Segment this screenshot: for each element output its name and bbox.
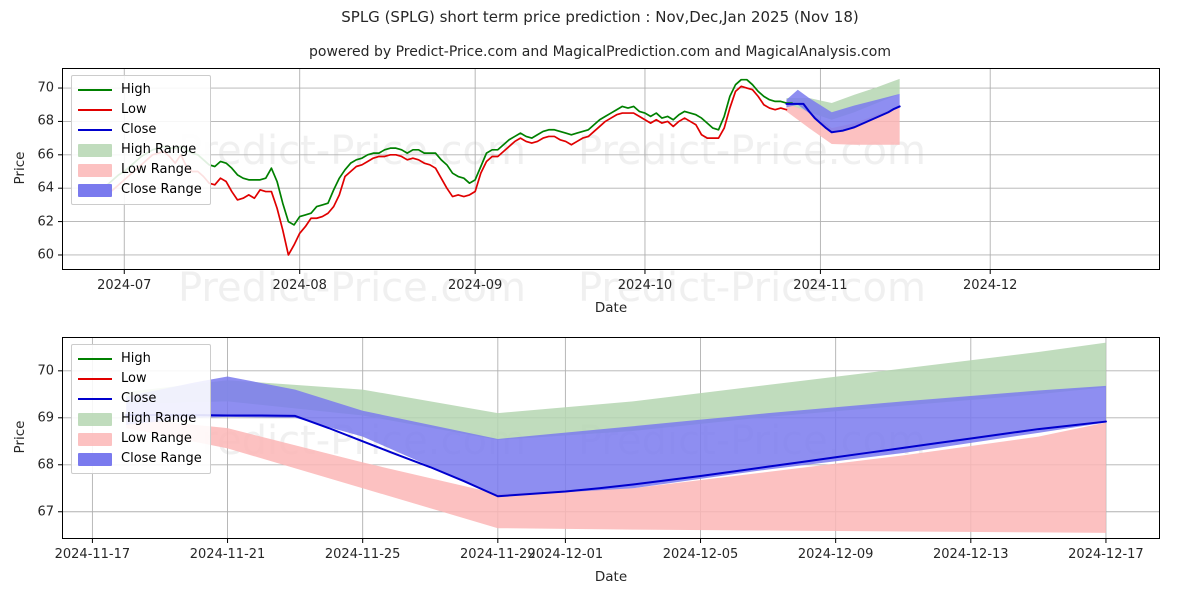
bottom-chart-line-close	[125, 413, 1107, 498]
legend-patch-swatch-icon	[78, 143, 112, 157]
legend-line-swatch-icon	[78, 89, 112, 91]
bottom-chart-legend: High Low Close High Range Low Range Close Ran…	[71, 344, 211, 474]
top-chart-legend-label: High Range	[121, 142, 197, 157]
top-chart-x-tick-label: 2024-11	[793, 278, 848, 293]
page-title: SPLG (SPLG) short term price prediction …	[341, 8, 859, 26]
bottom-chart-band-low-range	[126, 417, 1106, 533]
top-chart-legend-item-high-range: High Range	[78, 141, 202, 159]
top-chart-x-tick-label: 2024-09	[447, 278, 503, 293]
legend-line-swatch-icon	[78, 109, 112, 111]
legend-patch-swatch-icon	[78, 412, 112, 426]
bottom-chart-band-close-range	[126, 376, 1106, 497]
bottom-chart-x-axis-label: Date	[594, 569, 628, 585]
bottom-chart-legend-label: High Range	[121, 411, 197, 426]
top-chart-legend-item-close-range: Close Range	[78, 181, 202, 199]
bottom-chart-legend-item-low: Low	[78, 370, 202, 388]
legend-line-swatch-icon	[78, 378, 112, 380]
bottom-chart-x-tick-label: 2024-11-21	[189, 547, 266, 562]
bottom-chart-y-tick-label: 70	[37, 363, 54, 379]
top-chart-x-tick-label: 2024-07	[97, 278, 152, 293]
top-chart-y-tick-label: 66	[37, 147, 54, 163]
top-chart-x-tick-label: 2024-08	[272, 278, 327, 293]
top-chart-legend: High Low Close High Range Low Range Close Ran…	[71, 75, 211, 205]
top-chart-legend-label: Close Range	[121, 182, 202, 197]
legend-patch-swatch-icon	[78, 163, 112, 177]
bottom-chart-legend-label: Close Range	[121, 451, 202, 466]
bottom-chart-y-axis-label: Price	[12, 420, 28, 454]
bottom-chart-x-tick-label: 2024-12-17	[1068, 547, 1144, 562]
top-chart-y-tick-label: 60	[37, 247, 54, 263]
top-chart-line-high	[106, 78, 793, 226]
legend-line-swatch-icon	[78, 129, 112, 131]
bottom-chart-x-tick-label: 2024-12-05	[662, 547, 739, 562]
top-chart-y-tick-label: 62	[37, 214, 54, 230]
top-chart-x-axis-label: Date	[594, 300, 628, 316]
page-subtitle: powered by Predict-Price.com and Magical…	[309, 44, 891, 60]
legend-patch-swatch-icon	[78, 183, 112, 197]
bottom-chart-y-tick-label: 67	[37, 504, 54, 520]
top-chart-line-low	[106, 85, 788, 256]
top-chart-y-tick-label: 68	[37, 113, 54, 129]
bottom-chart-x-tick-label: 2024-11-25	[324, 547, 401, 562]
top-chart-y-tick-label: 64	[37, 180, 54, 196]
top-chart-legend-label: Low	[121, 102, 147, 117]
bottom-chart-legend-item-high-range: High Range	[78, 410, 202, 428]
bottom-chart-legend-label: High	[121, 351, 151, 366]
top-chart-band-close-range	[786, 89, 900, 133]
top-chart-y-tick-label: 70	[37, 80, 54, 96]
top-chart-legend-item-high: High	[78, 81, 202, 99]
bottom-chart-legend-label: Low Range	[121, 431, 192, 446]
top-chart-legend-item-low-range: Low Range	[78, 161, 202, 179]
bottom-chart-legend-item-close-range: Close Range	[78, 450, 202, 468]
top-chart-plot-area	[62, 68, 1160, 270]
top-chart-band-low-range	[786, 103, 900, 145]
top-chart-legend-item-low: Low	[78, 101, 202, 119]
top-chart-x-tick-label: 2024-12	[963, 278, 1018, 293]
bottom-chart-plot-area	[62, 337, 1160, 539]
bottom-chart-legend-item-low-range: Low Range	[78, 430, 202, 448]
bottom-chart-x-tick-label: 2024-12-01	[527, 547, 604, 562]
bottom-chart-legend-label: Low	[121, 371, 147, 386]
bottom-chart-x-tick-label: 2024-11-29	[460, 547, 536, 562]
bottom-chart-x-tick-label: 2024-12-13	[933, 547, 1009, 562]
legend-line-swatch-icon	[78, 358, 112, 360]
bottom-chart-legend-item-high: High	[78, 350, 202, 368]
bottom-chart-x-tick-label: 2024-11-17	[54, 547, 131, 562]
top-chart-legend-item-close: Close	[78, 121, 202, 139]
top-chart-legend-label: Close	[121, 122, 157, 137]
legend-patch-swatch-icon	[78, 432, 112, 446]
bottom-chart-x-tick-label: 2024-12-09	[797, 547, 874, 562]
top-chart-legend-label: High	[121, 82, 151, 97]
legend-line-swatch-icon	[78, 398, 112, 400]
bottom-chart-y-tick-label: 68	[37, 457, 54, 473]
bottom-chart-legend-label: Close	[121, 391, 157, 406]
legend-patch-swatch-icon	[78, 452, 112, 466]
top-chart-line-close	[785, 102, 901, 134]
bottom-chart-y-tick-label: 69	[37, 410, 54, 426]
bottom-chart-legend-item-close: Close	[78, 390, 202, 408]
top-chart-x-tick-label: 2024-10	[617, 278, 673, 293]
top-chart-legend-label: Low Range	[121, 162, 192, 177]
